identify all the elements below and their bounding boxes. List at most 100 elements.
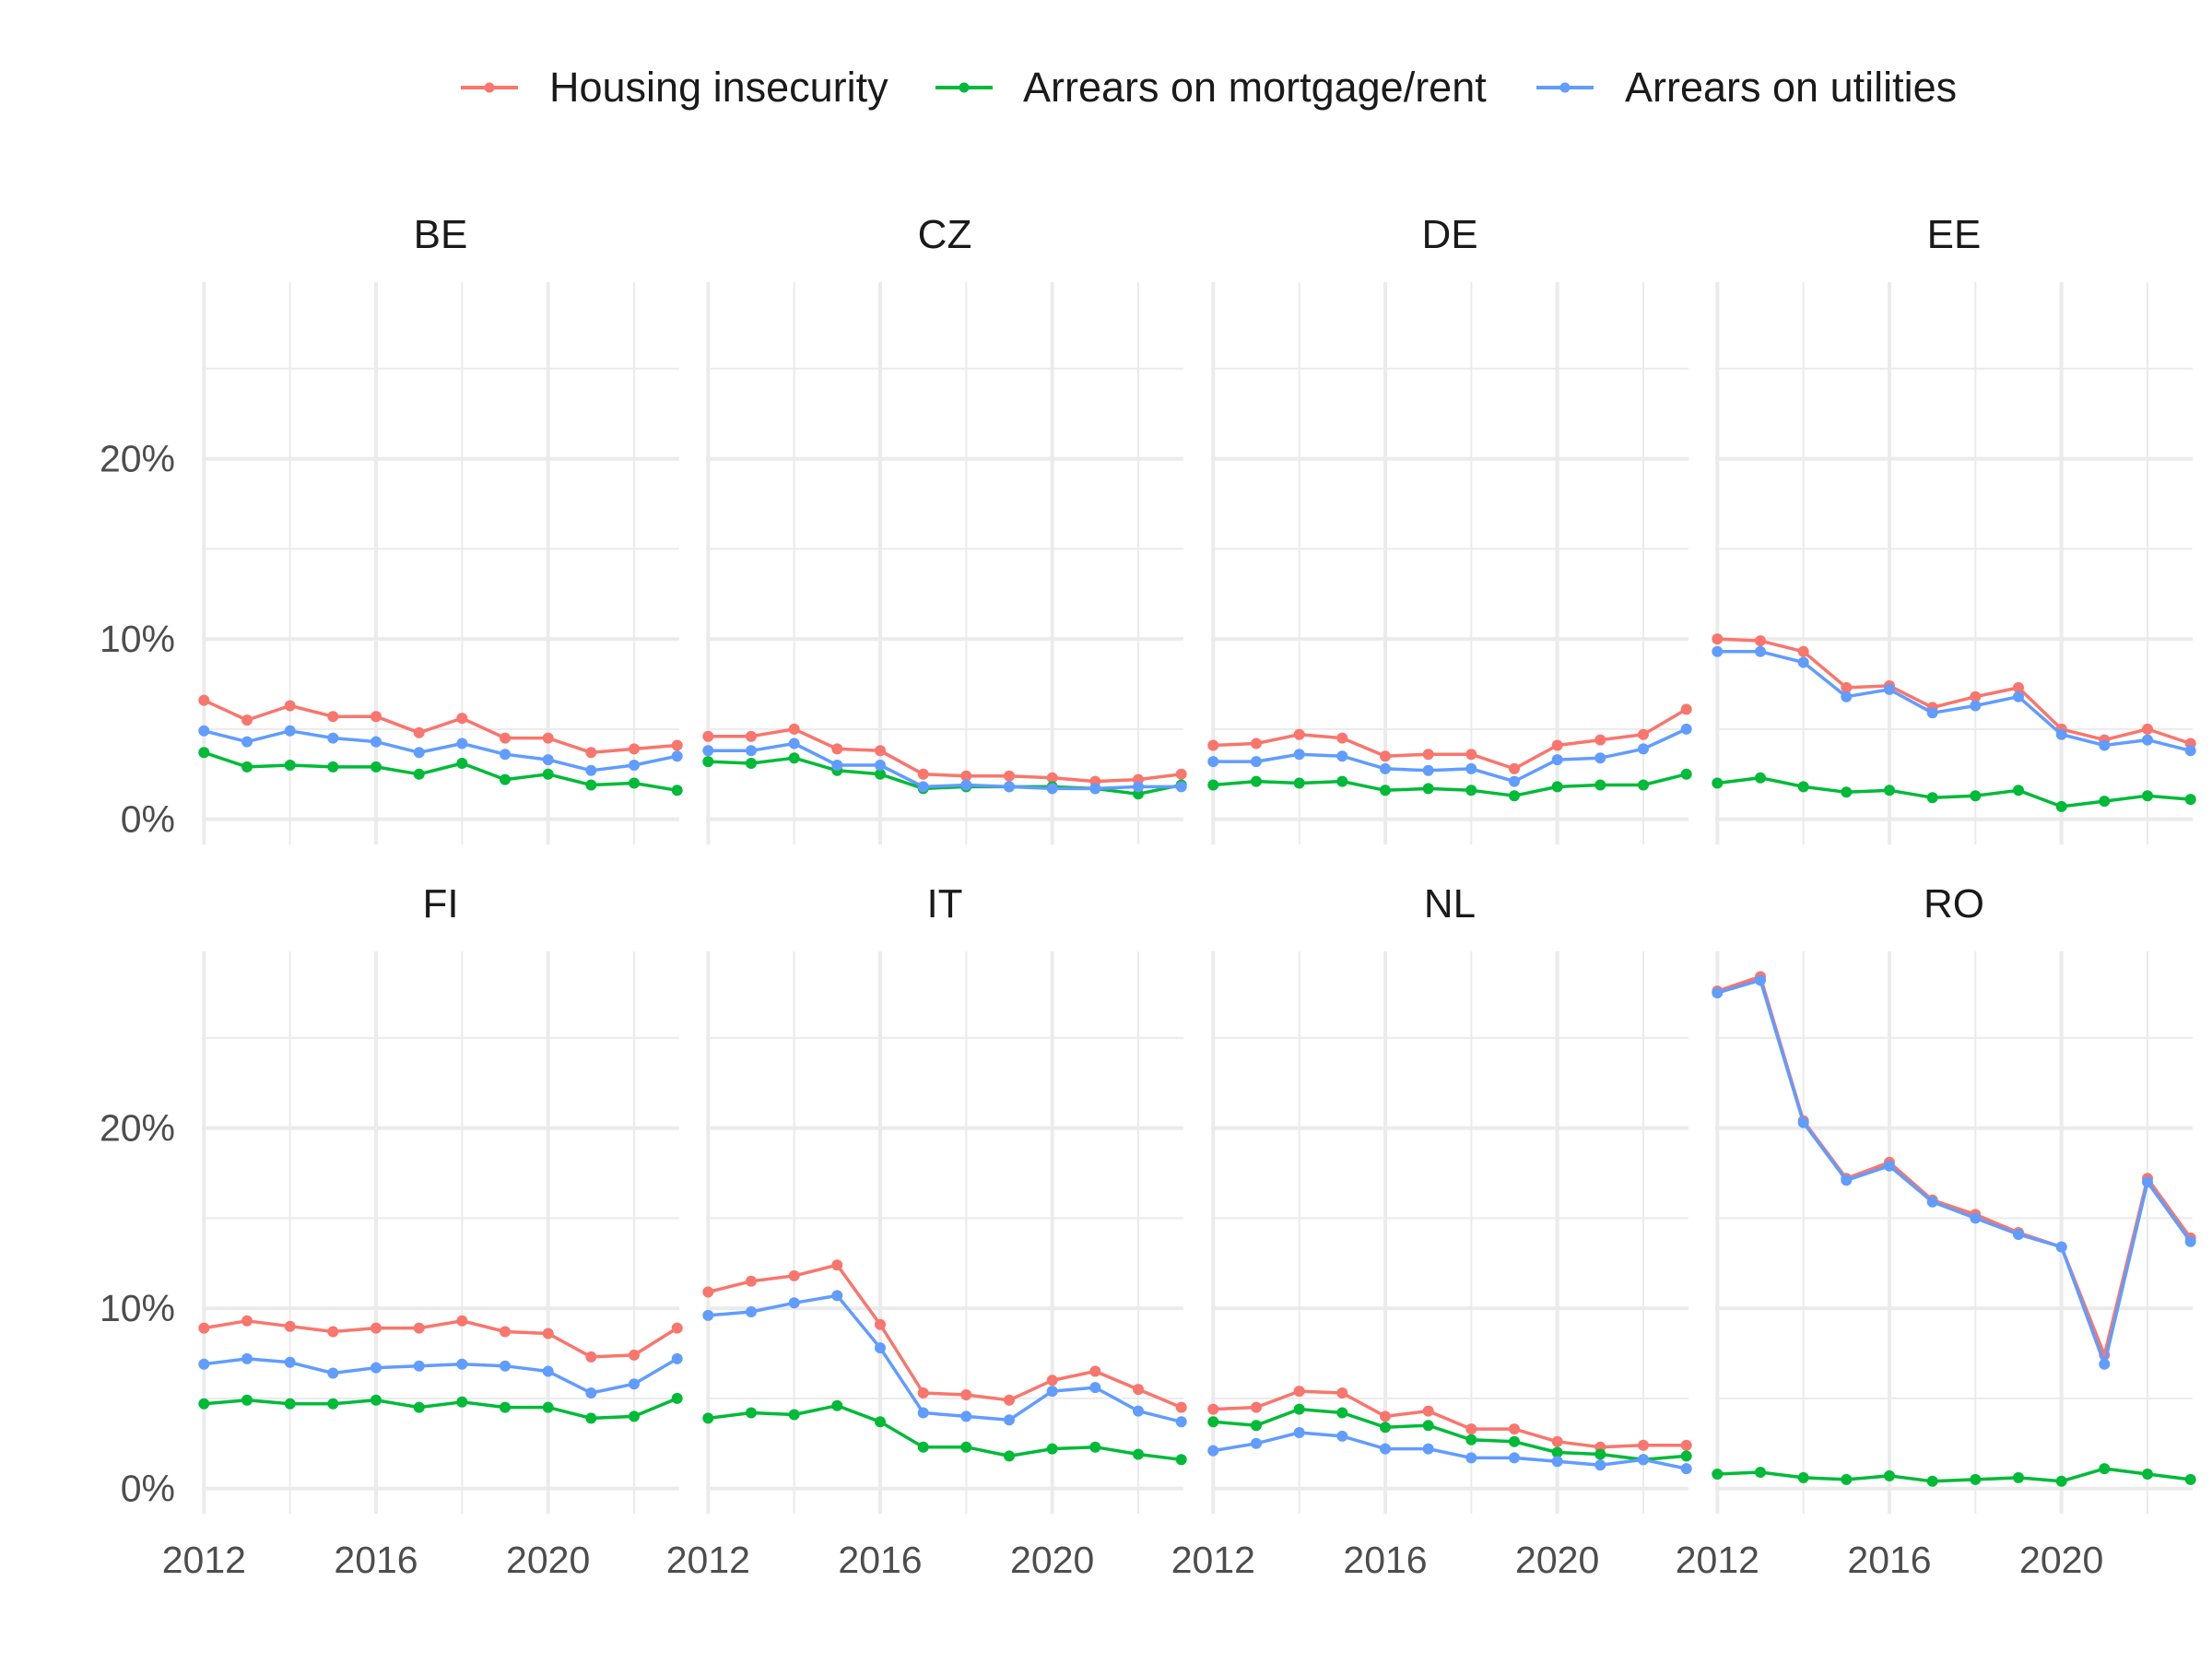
data-point [1594, 779, 1606, 791]
data-point [917, 781, 929, 793]
data-point [500, 749, 511, 761]
data-point [585, 1412, 597, 1424]
data-point [1797, 1471, 1809, 1483]
data-point [1004, 1450, 1015, 1462]
data-point [1207, 779, 1219, 791]
data-point [1551, 1456, 1563, 1468]
data-point [2184, 1473, 2196, 1485]
data-point [413, 1401, 425, 1413]
series-arrears-on-utilities [1712, 974, 2196, 1370]
data-point [1336, 775, 1348, 787]
data-point [1970, 1212, 1982, 1224]
data-point [2099, 739, 2111, 751]
data-point [671, 785, 683, 797]
panel-grid [1715, 282, 2193, 844]
data-point [702, 756, 714, 768]
data-point [585, 779, 597, 791]
data-point [917, 1407, 929, 1419]
data-point [1884, 1160, 1895, 1172]
series-line [1717, 775, 2191, 808]
panel-ro: RO 2012 2016 2020 [1676, 881, 2196, 1581]
y-tick-label: 20% [100, 438, 175, 480]
legend-item-housing-insecurity: Housing insecurity [461, 64, 888, 111]
y-tick-label: 20% [100, 1107, 175, 1150]
data-point [1638, 1454, 1649, 1466]
series-line [708, 727, 1182, 784]
panel-it: IT 2012 2016 2020 [666, 881, 1187, 1581]
data-point [671, 1322, 683, 1334]
series-line [708, 1403, 1182, 1462]
data-point [629, 743, 640, 755]
data-point [1175, 1416, 1187, 1428]
data-point [585, 1351, 597, 1363]
data-point [198, 725, 210, 737]
data-point [788, 738, 800, 749]
series-housing-insecurity [198, 1315, 683, 1363]
data-point [1926, 707, 1938, 719]
series-arrears-on-utilities [1207, 723, 1692, 787]
series-arrears-on-mortgage-rent [198, 1392, 683, 1424]
data-point [1755, 974, 1766, 986]
data-point [831, 743, 843, 755]
data-point [1089, 1365, 1101, 1377]
series-line [1717, 650, 2192, 752]
data-point [371, 1394, 382, 1406]
x-tick-label: 2020 [506, 1539, 590, 1581]
data-point [1422, 764, 1434, 776]
series-arrears-on-mortgage-rent [1712, 772, 2196, 812]
series-arrears-on-utilities [702, 1290, 1187, 1428]
data-point [788, 1269, 800, 1281]
data-point [327, 1398, 339, 1410]
data-point [2184, 794, 2196, 806]
data-point [1551, 781, 1563, 793]
data-point [917, 1441, 929, 1453]
data-point [1594, 752, 1606, 764]
data-point [1638, 1439, 1649, 1451]
series-arrears-on-utilities [1712, 645, 2196, 757]
data-point [1004, 770, 1015, 782]
data-point [629, 1378, 640, 1390]
data-point [456, 1396, 468, 1408]
data-point [1293, 1427, 1305, 1438]
data-point [1594, 1448, 1606, 1460]
data-point [1926, 792, 1938, 804]
data-point [702, 1309, 714, 1321]
data-point [1422, 783, 1434, 795]
data-point [1046, 783, 1058, 795]
panel-de: DE [1207, 212, 1692, 844]
data-point [2013, 785, 2024, 797]
data-point [371, 711, 382, 723]
series-line [708, 1293, 1182, 1423]
data-point [875, 1318, 886, 1330]
series-line [204, 1319, 678, 1359]
data-point [542, 1328, 554, 1339]
data-point [327, 1326, 339, 1338]
data-point [1509, 1435, 1520, 1447]
data-point [788, 1409, 800, 1421]
panel-grid [706, 951, 1183, 1514]
data-point [500, 1360, 511, 1372]
panel-grid [202, 282, 679, 844]
data-point [1594, 734, 1606, 746]
data-point [241, 714, 253, 726]
data-point [960, 779, 972, 791]
data-point [327, 1367, 339, 1379]
data-point [1841, 690, 1853, 702]
data-point [1465, 785, 1477, 797]
data-point [1380, 750, 1391, 762]
data-point [1422, 749, 1434, 761]
data-point [1293, 1386, 1305, 1398]
data-point [1046, 1386, 1058, 1398]
data-point [241, 761, 253, 773]
data-point [1336, 1407, 1348, 1419]
data-point [1336, 750, 1348, 762]
series-line [203, 729, 678, 773]
data-point [1755, 635, 1766, 647]
data-point [1465, 762, 1477, 774]
data-point [788, 1297, 800, 1309]
data-point [1207, 1416, 1219, 1428]
legend-label: Housing insecurity [549, 64, 888, 111]
data-point [1293, 749, 1305, 761]
data-point [629, 760, 640, 771]
